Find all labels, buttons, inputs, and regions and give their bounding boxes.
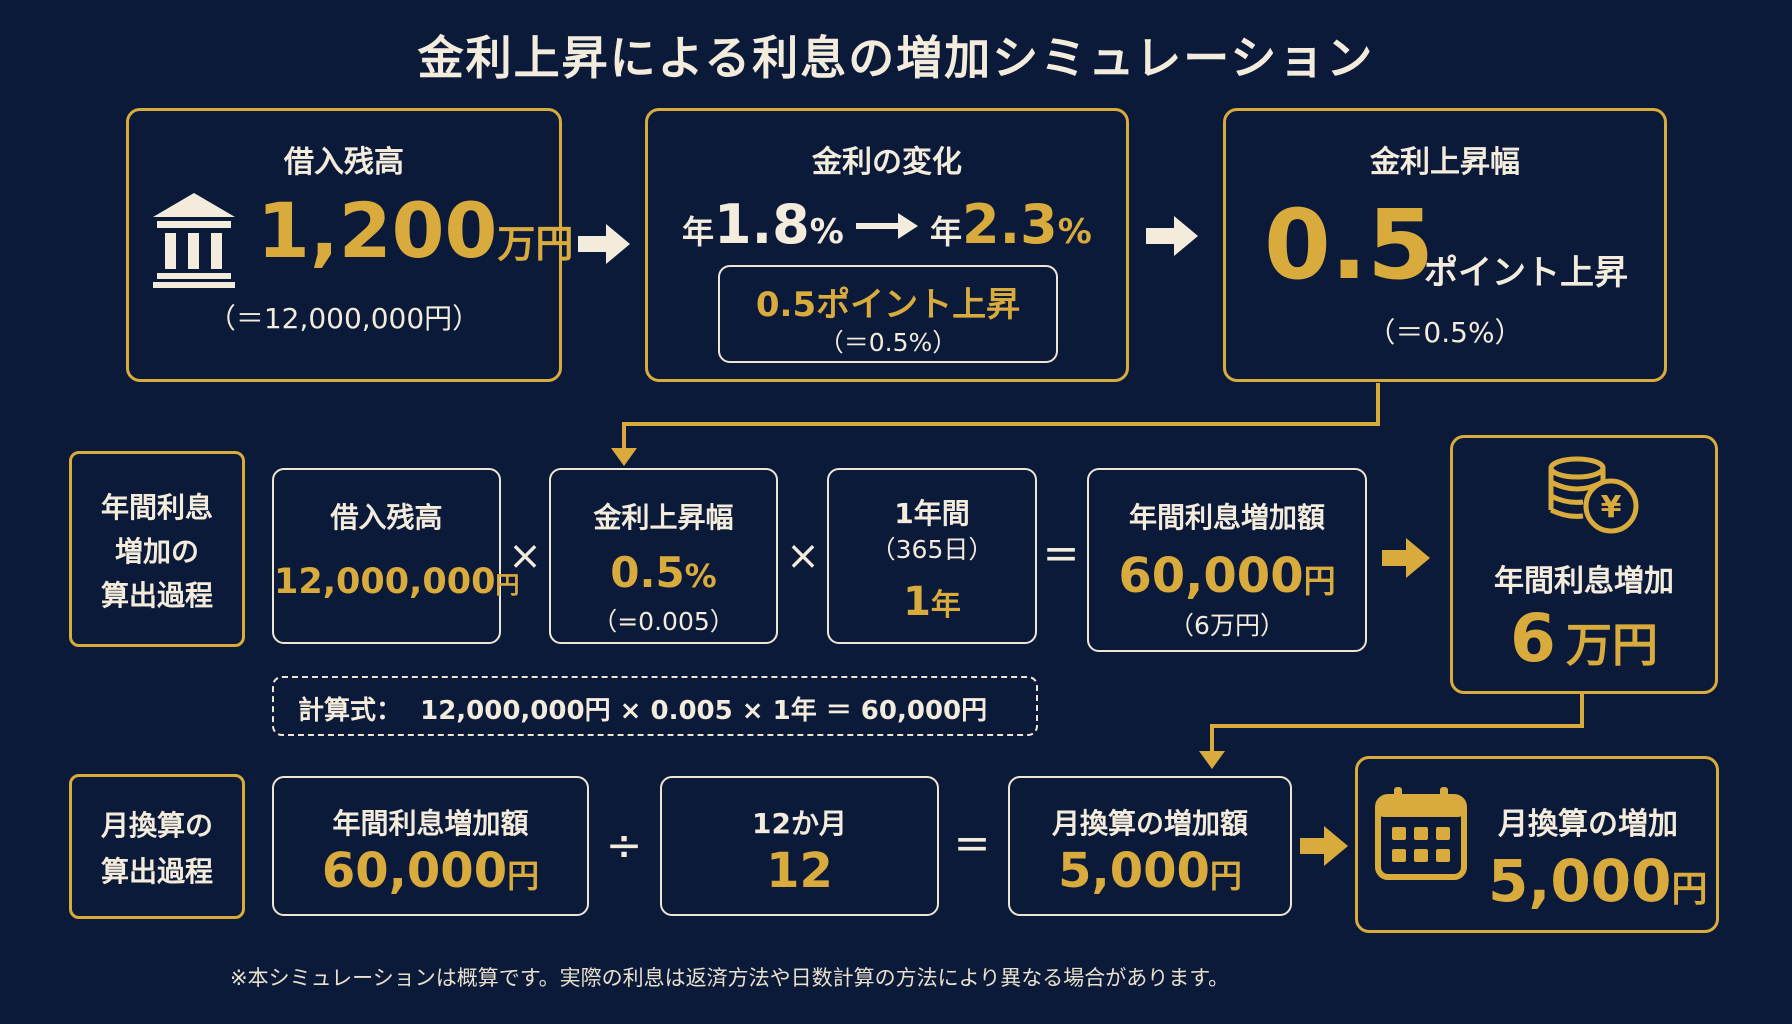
annual-period-unit: 年 (930, 588, 961, 623)
monthly-label-line-1: 月換算の (100, 809, 213, 842)
annual-label-line-3: 算出過程 (100, 579, 213, 612)
loan-card: 借入残高 1,200万円 （＝12,000,000円） (126, 108, 573, 382)
monthly-months-heading: 12か月 (752, 807, 847, 840)
annual-period-box: 1年間 （365日） 1年 (827, 468, 1037, 644)
rate-from-value: 1.8 (714, 193, 810, 256)
annual-label-line-2: 増加の (114, 535, 199, 568)
annual-rate-note: （=0.005） (592, 607, 735, 636)
annual-result-box: 年間利息増加額 60,000円 （6万円） (1087, 468, 1367, 652)
monthly-months-value: 12 (766, 843, 833, 899)
monthly-annual-heading: 年間利息増加額 (332, 807, 529, 840)
multiply-operator: × (508, 533, 542, 579)
annual-summary-amount: 6 万円 (1453, 602, 1715, 693)
monthly-annual-amount: 60,000円 (274, 840, 587, 913)
monthly-result-unit: 円 (1209, 857, 1242, 895)
annual-period-sub: （365日） (870, 535, 994, 564)
rate-to: 年2.3% (930, 197, 1092, 266)
annual-summary-value: 6 (1510, 600, 1556, 677)
monthly-label-line-2: 算出過程 (100, 855, 213, 888)
annual-summary-card: ¥ 年間利息増加 6 万円 (1450, 435, 1718, 694)
loan-heading: 借入残高 (284, 145, 404, 180)
rate-to-value: 2.3 (962, 193, 1058, 256)
annual-result-heading: 年間利息増加額 (1128, 501, 1325, 534)
rate-increase-note: （＝0.5%） (1367, 316, 1523, 349)
monthly-result-heading: 月換算の増加額 (1051, 807, 1248, 840)
annual-loan-box: 借入残高 12,000,000円 (272, 468, 519, 644)
annual-label-line-1: 年間利息 (100, 491, 213, 524)
rate-increase-heading: 金利上昇幅 (1370, 145, 1520, 180)
rate-increase-inner-main: 0.5ポイント上昇 (755, 285, 1021, 325)
annual-rate-amount: 0.5% (551, 546, 776, 609)
monthly-summary-unit: 円 (1671, 869, 1708, 910)
loan-amount-unit: 万円 (497, 222, 574, 266)
arrow-right-icon (1146, 214, 1198, 262)
monthly-process-label: 月換算の 算出過程 (69, 774, 245, 919)
rate-increase-suffix: ポイント上昇 (1424, 253, 1628, 293)
bank-icon (151, 191, 237, 289)
annual-period-heading: 1年間 (894, 497, 970, 530)
rate-increase-inner: 0.5ポイント上昇 （＝0.5%） (718, 265, 1058, 363)
monthly-summary-card: 月換算の増加 5,000円 (1355, 756, 1719, 933)
annual-rate-heading: 金利上昇幅 (593, 501, 734, 534)
monthly-months-box: 12か月 12 (660, 776, 939, 916)
rate-to-prefix: 年 (930, 213, 963, 251)
annual-loan-unit: 円 (495, 571, 520, 599)
monthly-result-amount: 5,000円 (1010, 840, 1290, 913)
annual-result-unit: 円 (1303, 562, 1336, 600)
formula-text: 計算式： 12,000,000円 × 0.005 × 1年 ＝ 60,000円 (298, 696, 988, 726)
monthly-result-box: 月換算の増加額 5,000円 (1008, 776, 1292, 916)
rate-from-unit: % (809, 212, 844, 252)
arrow-right-icon (578, 222, 630, 270)
rate-change-card: 金利の変化 年1.8% 年2.3% 0.5ポイント上昇 （＝0.5%） (645, 108, 1129, 382)
loan-note: （＝12,000,000円） (207, 302, 481, 335)
monthly-summary-heading: 月換算の増加 (1498, 807, 1678, 842)
annual-summary-heading: 年間利息増加 (1494, 564, 1674, 599)
formula-box: 計算式： 12,000,000円 × 0.005 × 1年 ＝ 60,000円 (272, 676, 1038, 736)
annual-rate-value: 0.5 (610, 548, 685, 597)
equals-operator: = (1042, 528, 1080, 579)
annual-result-amount: 60,000円 (1089, 546, 1365, 617)
rate-increase-value: 0.5 (1264, 189, 1435, 301)
rate-increase-inner-note: （＝0.5%） (818, 328, 958, 357)
annual-result-note: （6万円） (1169, 611, 1285, 640)
annual-loan-heading: 借入残高 (330, 501, 443, 534)
arrow-right-icon (1300, 826, 1348, 870)
arrow-right-icon (856, 213, 918, 243)
monthly-annual-value: 60,000 (321, 843, 508, 899)
page-title: 金利上昇による利息の増加シミュレーション (417, 31, 1375, 85)
annual-rate-unit: % (684, 557, 717, 595)
rate-from: 年1.8% (682, 197, 844, 266)
monthly-summary-amount: 5,000円 (1488, 847, 1707, 930)
annual-process-label: 年間利息 増加の 算出過程 (69, 451, 245, 647)
rate-increase-card: 金利上昇幅 0.5 ポイント上昇 （＝0.5%） (1223, 108, 1667, 382)
annual-process-label-text: 年間利息 増加の 算出過程 (72, 486, 242, 618)
monthly-result-value: 5,000 (1058, 843, 1210, 899)
annual-summary-unit: 万円 (1565, 618, 1658, 672)
loan-amount: 1,200万円 (257, 181, 573, 294)
annual-rate-box: 金利上昇幅 0.5% （=0.005） (549, 468, 778, 644)
monthly-summary-value: 5,000 (1488, 847, 1672, 915)
rate-from-prefix: 年 (682, 213, 715, 251)
footnote: ※本シミュレーションは概算です。実際の利息は返済方法や日数計算の方法により異なる… (230, 966, 1230, 990)
divide-operator: ÷ (605, 820, 643, 871)
annual-result-value: 60,000 (1118, 548, 1304, 604)
annual-period-amount: 1年 (829, 576, 1035, 636)
coins-yen-icon: ¥ (1547, 456, 1641, 540)
monthly-process-label-text: 月換算の 算出過程 (72, 803, 242, 895)
multiply-operator: × (786, 533, 820, 579)
monthly-annual-unit: 円 (507, 857, 540, 895)
loan-amount-value: 1,200 (257, 186, 498, 275)
svg-text:¥: ¥ (1601, 490, 1622, 525)
annual-loan-amount: 12,000,000円 (274, 558, 519, 612)
annual-loan-value: 12,000,000 (274, 562, 496, 602)
equals-operator: = (953, 818, 991, 869)
monthly-annual-box: 年間利息増加額 60,000円 (272, 776, 589, 916)
annual-period-value: 1 (903, 579, 931, 625)
rate-change-heading: 金利の変化 (812, 145, 962, 180)
calendar-icon (1374, 785, 1468, 885)
rate-to-unit: % (1057, 212, 1092, 252)
arrow-right-icon (1382, 538, 1430, 582)
